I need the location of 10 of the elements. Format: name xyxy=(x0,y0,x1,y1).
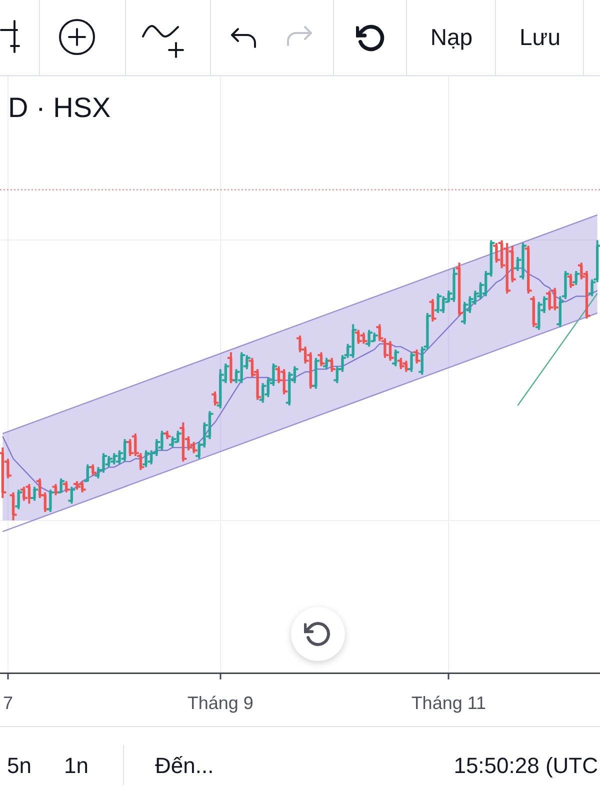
text: 1n xyxy=(64,753,88,779)
text: 5n xyxy=(7,753,32,779)
text: 15:50:28 (UTC xyxy=(454,753,598,779)
text: Nạp xyxy=(429,24,474,51)
text: Đến... xyxy=(155,753,214,779)
x-tick-label: Tháng 11 xyxy=(411,693,486,714)
x-tick-label: 7 xyxy=(2,693,13,714)
text: Lưu xyxy=(518,24,562,51)
x-tick-label: Tháng 9 xyxy=(187,693,254,714)
chart-title: D · HSX xyxy=(8,92,111,124)
